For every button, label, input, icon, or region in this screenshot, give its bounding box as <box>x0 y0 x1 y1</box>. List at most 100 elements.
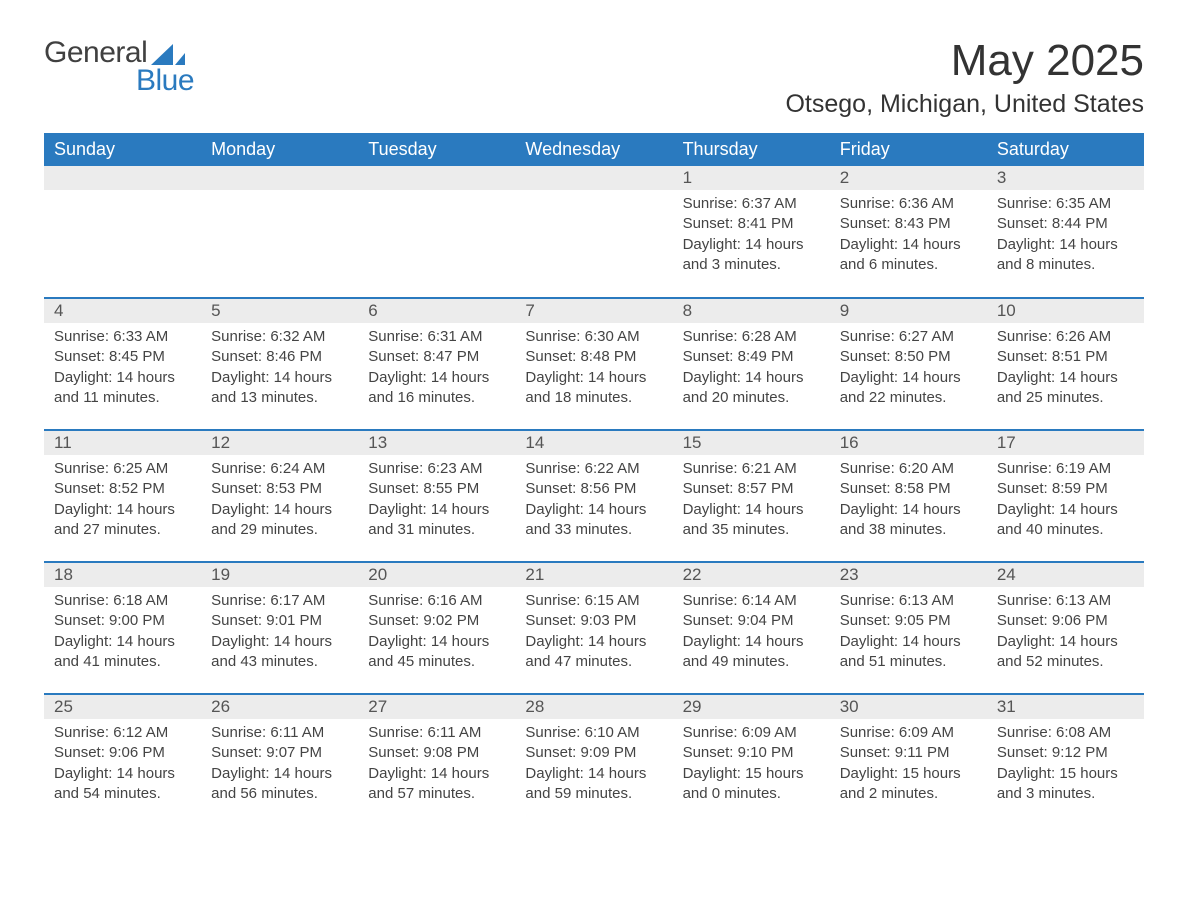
sunrise-line: Sunrise: 6:35 AM <box>997 194 1134 214</box>
sunrise-line: Sunrise: 6:33 AM <box>54 327 191 347</box>
sunset-label: Sunset: <box>683 348 738 365</box>
day-content: Sunrise: 6:31 AMSunset: 8:47 PMDaylight:… <box>358 323 515 414</box>
minutes-word: minutes. <box>99 389 160 406</box>
sunset-value: 9:06 PM <box>1052 612 1108 629</box>
sunrise-value: 6:13 AM <box>1056 592 1111 609</box>
sunrise-label: Sunrise: <box>211 328 270 345</box>
sunset-line: Sunset: 9:08 PM <box>368 743 505 763</box>
sunrise-line: Sunrise: 6:16 AM <box>368 591 505 611</box>
daylight-line-1: Daylight: 14 hours <box>368 632 505 652</box>
day-number: 4 <box>44 299 201 323</box>
hours-word: hours <box>290 633 332 650</box>
sunset-value: 9:10 PM <box>738 744 794 761</box>
hours-word: hours <box>133 501 175 518</box>
daylight-minutes: 40 <box>1026 521 1043 538</box>
day-content: Sunrise: 6:25 AMSunset: 8:52 PMDaylight:… <box>44 455 201 546</box>
logo: General Blue <box>44 36 194 98</box>
sunset-label: Sunset: <box>683 744 738 761</box>
calendar-day-cell: 24Sunrise: 6:13 AMSunset: 9:06 PMDayligh… <box>987 562 1144 694</box>
day-content: Sunrise: 6:30 AMSunset: 8:48 PMDaylight:… <box>515 323 672 414</box>
sunrise-value: 6:25 AM <box>113 460 168 477</box>
location-subtitle: Otsego, Michigan, United States <box>785 90 1144 119</box>
daylight-line-1: Daylight: 15 hours <box>840 764 977 784</box>
calendar-day-cell: 20Sunrise: 6:16 AMSunset: 9:02 PMDayligh… <box>358 562 515 694</box>
and-word: and <box>997 389 1026 406</box>
sunset-label: Sunset: <box>997 348 1052 365</box>
sunset-label: Sunset: <box>683 612 738 629</box>
calendar-day-cell: 30Sunrise: 6:09 AMSunset: 9:11 PMDayligh… <box>830 694 987 826</box>
sunset-label: Sunset: <box>368 348 423 365</box>
day-content: Sunrise: 6:21 AMSunset: 8:57 PMDaylight:… <box>673 455 830 546</box>
sunrise-label: Sunrise: <box>997 328 1056 345</box>
calendar-week-row: 4Sunrise: 6:33 AMSunset: 8:45 PMDaylight… <box>44 298 1144 430</box>
sunrise-line: Sunrise: 6:36 AM <box>840 194 977 214</box>
calendar-day-cell <box>358 166 515 298</box>
sunrise-value: 6:37 AM <box>742 195 797 212</box>
daylight-minutes: 33 <box>555 521 572 538</box>
day-number: 21 <box>515 563 672 587</box>
hours-word: hours <box>290 501 332 518</box>
daylight-hours: 14 <box>431 369 448 386</box>
daylight-hours: 14 <box>274 501 291 518</box>
daylight-hours: 14 <box>117 369 134 386</box>
sunrise-line: Sunrise: 6:22 AM <box>525 459 662 479</box>
sunset-label: Sunset: <box>840 744 895 761</box>
sunset-value: 9:11 PM <box>895 744 950 761</box>
daylight-hours: 14 <box>117 765 134 782</box>
daylight-hours: 14 <box>117 501 134 518</box>
daylight-line-1: Daylight: 15 hours <box>683 764 820 784</box>
daylight-line-2: and 13 minutes. <box>211 388 348 408</box>
sunset-label: Sunset: <box>840 215 895 232</box>
sunrise-label: Sunrise: <box>997 724 1056 741</box>
sunset-line: Sunset: 9:06 PM <box>54 743 191 763</box>
sunset-value: 9:05 PM <box>895 612 951 629</box>
day-number: 10 <box>987 299 1144 323</box>
hours-word: hours <box>133 765 175 782</box>
daylight-hours: 14 <box>274 369 291 386</box>
calendar-day-cell: 19Sunrise: 6:17 AMSunset: 9:01 PMDayligh… <box>201 562 358 694</box>
minutes-word: minutes. <box>100 785 161 802</box>
and-word: and <box>211 389 240 406</box>
minutes-word: minutes. <box>1043 389 1104 406</box>
calendar-day-cell: 16Sunrise: 6:20 AMSunset: 8:58 PMDayligh… <box>830 430 987 562</box>
sunset-label: Sunset: <box>211 612 266 629</box>
minutes-word: minutes. <box>571 653 632 670</box>
sunset-label: Sunset: <box>54 744 109 761</box>
sunset-value: 8:50 PM <box>895 348 951 365</box>
and-word: and <box>54 389 83 406</box>
daylight-hours: 14 <box>902 369 919 386</box>
and-word: and <box>997 785 1026 802</box>
sunrise-value: 6:12 AM <box>113 724 168 741</box>
day-content: Sunrise: 6:27 AMSunset: 8:50 PMDaylight:… <box>830 323 987 414</box>
and-word: and <box>683 389 712 406</box>
daylight-label: Daylight: <box>211 765 274 782</box>
day-content: Sunrise: 6:36 AMSunset: 8:43 PMDaylight:… <box>830 190 987 281</box>
calendar-day-cell: 12Sunrise: 6:24 AMSunset: 8:53 PMDayligh… <box>201 430 358 562</box>
day-number: 24 <box>987 563 1144 587</box>
sunrise-label: Sunrise: <box>54 460 113 477</box>
daylight-hours: 14 <box>588 633 605 650</box>
daylight-label: Daylight: <box>997 369 1060 386</box>
sunrise-line: Sunrise: 6:11 AM <box>368 723 505 743</box>
sunrise-line: Sunrise: 6:12 AM <box>54 723 191 743</box>
day-content: Sunrise: 6:11 AMSunset: 9:08 PMDaylight:… <box>358 719 515 810</box>
and-word: and <box>211 653 240 670</box>
daylight-hours: 14 <box>745 369 762 386</box>
sunset-value: 9:06 PM <box>109 744 165 761</box>
sunrise-value: 6:17 AM <box>270 592 325 609</box>
sunrise-value: 6:09 AM <box>899 724 954 741</box>
calendar-week-row: 11Sunrise: 6:25 AMSunset: 8:52 PMDayligh… <box>44 430 1144 562</box>
and-word: and <box>368 785 397 802</box>
calendar-day-cell: 15Sunrise: 6:21 AMSunset: 8:57 PMDayligh… <box>673 430 830 562</box>
calendar-day-cell: 5Sunrise: 6:32 AMSunset: 8:46 PMDaylight… <box>201 298 358 430</box>
sunrise-label: Sunrise: <box>368 724 427 741</box>
daylight-minutes: 22 <box>869 389 886 406</box>
sunrise-label: Sunrise: <box>683 195 742 212</box>
sunrise-line: Sunrise: 6:25 AM <box>54 459 191 479</box>
sunrise-label: Sunrise: <box>840 724 899 741</box>
sunrise-line: Sunrise: 6:11 AM <box>211 723 348 743</box>
sunset-label: Sunset: <box>840 480 895 497</box>
day-content: Sunrise: 6:35 AMSunset: 8:44 PMDaylight:… <box>987 190 1144 281</box>
daylight-line-2: and 43 minutes. <box>211 652 348 672</box>
daylight-line-2: and 41 minutes. <box>54 652 191 672</box>
